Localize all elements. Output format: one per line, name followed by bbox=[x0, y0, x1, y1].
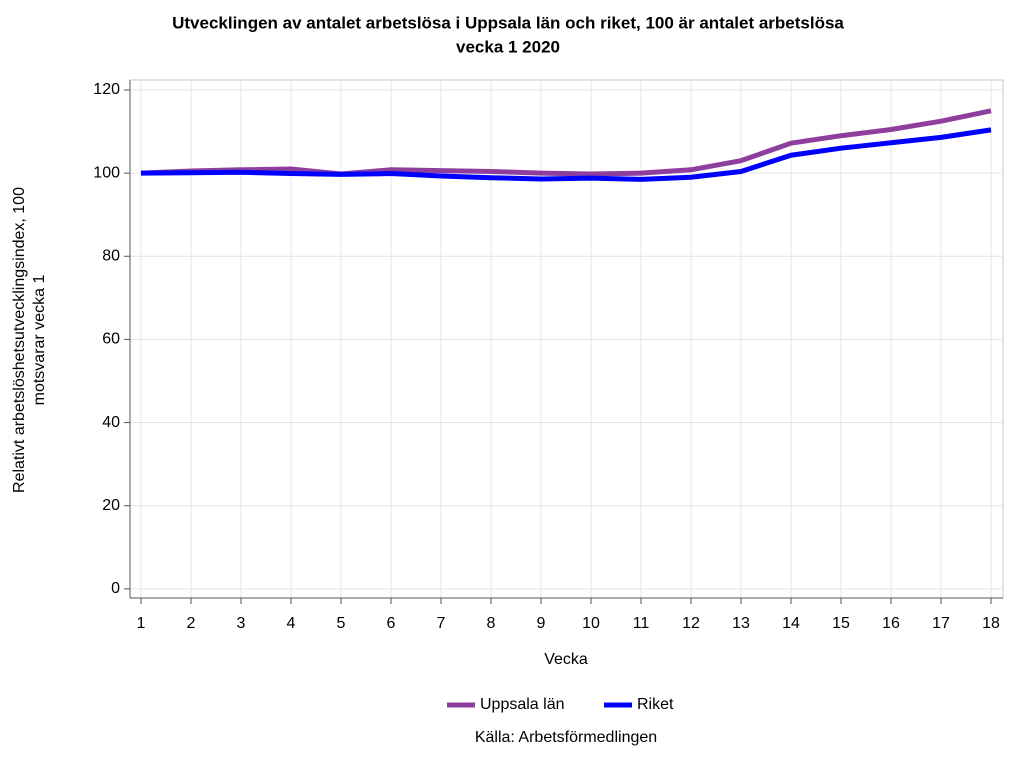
legend-label: Uppsala län bbox=[480, 696, 565, 713]
x-tick-label: 10 bbox=[582, 615, 600, 632]
x-tick-label: 2 bbox=[187, 615, 196, 632]
series-line bbox=[140, 108, 992, 177]
y-tick-label: 40 bbox=[102, 414, 120, 431]
legend-label: Riket bbox=[637, 696, 674, 713]
series-line bbox=[140, 127, 992, 182]
x-tick-label: 18 bbox=[982, 615, 1000, 632]
y-axis-label: motsvarar vecka 1 bbox=[31, 275, 48, 406]
x-tick-label: 1 bbox=[137, 615, 146, 632]
x-tick-label: 14 bbox=[782, 615, 800, 632]
chart-title: vecka 1 2020 bbox=[456, 37, 560, 56]
x-axis-label: Vecka bbox=[544, 651, 588, 668]
x-tick-label: 8 bbox=[487, 615, 496, 632]
x-tick-label: 3 bbox=[237, 615, 246, 632]
y-tick-label: 60 bbox=[102, 331, 120, 348]
y-axis-label: Relativt arbetslöshetsutvecklingsindex, … bbox=[11, 187, 28, 493]
x-tick-label: 16 bbox=[882, 615, 900, 632]
x-tick-label: 9 bbox=[537, 615, 546, 632]
y-tick-label: 0 bbox=[111, 580, 120, 597]
source-note: Källa: Arbetsförmedlingen bbox=[475, 729, 657, 746]
y-tick-label: 20 bbox=[102, 497, 120, 514]
y-tick-label: 100 bbox=[93, 164, 120, 181]
x-tick-label: 12 bbox=[682, 615, 700, 632]
x-tick-label: 17 bbox=[932, 615, 950, 632]
x-tick-label: 13 bbox=[732, 615, 750, 632]
chart-title: Utvecklingen av antalet arbetslösa i Upp… bbox=[172, 13, 844, 32]
x-tick-label: 6 bbox=[387, 615, 396, 632]
y-tick-label: 80 bbox=[102, 247, 120, 264]
x-tick-label: 4 bbox=[287, 615, 296, 632]
x-tick-label: 11 bbox=[633, 615, 650, 632]
x-tick-label: 7 bbox=[437, 615, 446, 632]
y-tick-label: 120 bbox=[93, 81, 120, 98]
x-tick-label: 15 bbox=[832, 615, 850, 632]
x-tick-label: 5 bbox=[337, 615, 346, 632]
